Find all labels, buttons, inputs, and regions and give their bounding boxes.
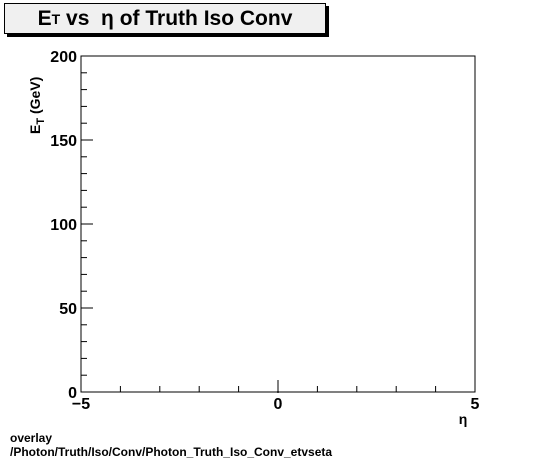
footer-line1: overlay: [10, 431, 53, 445]
x-tick-label: 0: [274, 396, 283, 413]
y-tick-label: 0: [68, 385, 77, 402]
y-tick-label: 150: [50, 133, 77, 150]
x-tick-label: −5: [72, 396, 90, 413]
title-rest: vs η of Truth Iso Conv: [60, 6, 293, 30]
title-main: E: [37, 6, 52, 30]
title-sub: T: [51, 10, 61, 27]
data-marks: [277, 391, 279, 393]
plot-frame: [80, 55, 476, 393]
axis-ticks: [80, 55, 476, 393]
x-axis-label: η: [459, 411, 468, 427]
x-tick-label: 5: [471, 396, 480, 413]
y-label-main: E: [27, 125, 43, 134]
y-label-rest: (GeV): [27, 77, 43, 118]
footer-line2: /Photon/Truth/Iso/Conv/Photon_Truth_Iso_…: [10, 445, 333, 459]
y-tick-label: 200: [50, 49, 77, 66]
y-label-sub: T: [35, 118, 47, 125]
y-tick-label: 100: [50, 217, 77, 234]
y-tick-label: 50: [59, 301, 77, 318]
data-point: [277, 391, 279, 393]
y-axis-label: ET (GeV): [27, 77, 47, 134]
footer: overlay /Photon/Truth/Iso/Conv/Photon_Tr…: [10, 431, 332, 459]
